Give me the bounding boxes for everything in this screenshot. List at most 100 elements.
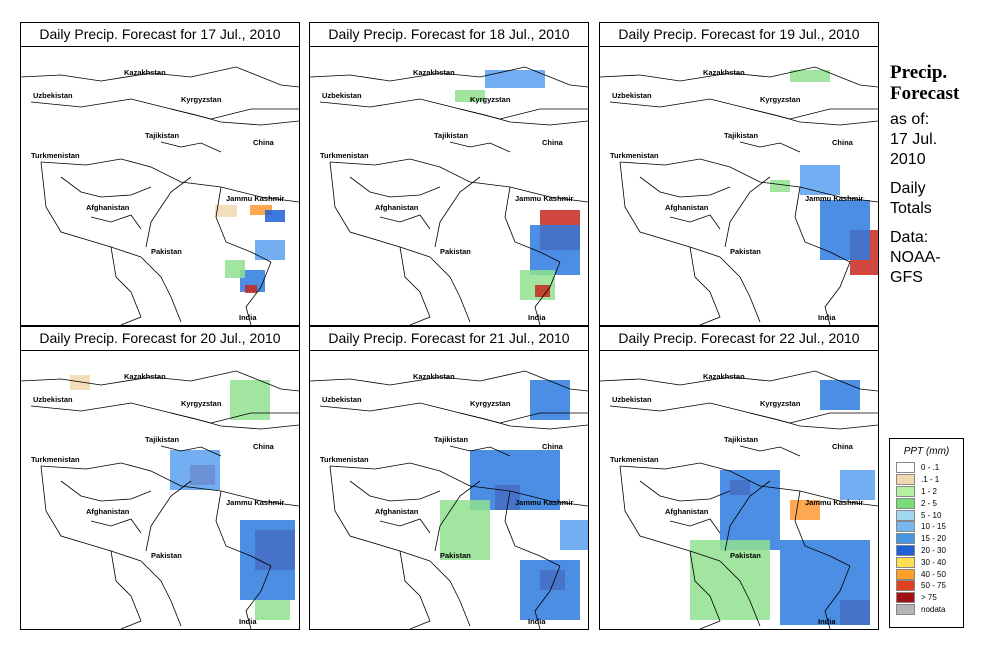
country-label: Turkmenistan	[31, 151, 80, 160]
country-label: China	[832, 138, 854, 147]
border-line	[749, 108, 878, 126]
border-line	[719, 560, 761, 627]
asof-date: 17 Jul.	[890, 131, 938, 148]
country-label: Kazakhstan	[124, 372, 166, 381]
data-source-1: NOAA-	[890, 249, 941, 266]
country-label: China	[832, 442, 854, 451]
border-line	[459, 108, 588, 126]
country-label: Jammu Kashmir	[805, 194, 863, 203]
border-line	[724, 480, 771, 552]
border-line	[60, 176, 152, 198]
country-label: Afghanistan	[86, 507, 130, 516]
forecast-panel: Daily Precip. Forecast for 17 Jul., 2010…	[20, 22, 300, 326]
country-label: Turkmenistan	[320, 455, 369, 464]
country-label: Kazakhstan	[413, 68, 455, 77]
border-line	[824, 261, 851, 325]
country-label: Pakistan	[440, 551, 471, 560]
border-line	[669, 518, 721, 534]
country-label: Kazakhstan	[413, 372, 455, 381]
country-label: India	[239, 313, 257, 322]
border-line	[215, 186, 272, 263]
border-line	[749, 412, 878, 430]
legend-entry: 1 - 2	[896, 485, 963, 498]
border-line	[110, 246, 142, 325]
border-line	[639, 176, 731, 198]
border-line	[40, 161, 142, 258]
country-label: Uzbekistan	[612, 395, 652, 404]
country-label: Afghanistan	[375, 507, 419, 516]
legend-label: > 75	[921, 593, 937, 603]
precip-area	[840, 470, 875, 500]
legend-entry: 40 - 50	[896, 568, 963, 580]
legend-swatch	[896, 556, 915, 568]
border-line	[90, 518, 142, 534]
precip-area	[70, 375, 90, 390]
country-label: Tajikistan	[145, 131, 179, 140]
country-label: Kyrgyzstan	[181, 95, 222, 104]
border-line	[619, 158, 878, 203]
country-label: Kyrgyzstan	[760, 399, 801, 408]
precip-area	[530, 225, 580, 275]
legend-label: 5 - 10	[921, 510, 942, 520]
country-label: China	[542, 138, 564, 147]
country-label: Afghanistan	[665, 203, 709, 212]
border-line	[245, 565, 272, 629]
legend-swatch	[896, 568, 915, 580]
legend-swatch	[896, 497, 915, 509]
precip-area	[790, 70, 830, 82]
border-line	[719, 256, 761, 323]
country-label: India	[818, 617, 836, 626]
precip-area	[170, 450, 220, 490]
totals-label: Totals	[890, 200, 932, 217]
legend-entry: 30 - 40	[896, 556, 963, 568]
precip-area	[560, 520, 588, 550]
border-line	[600, 66, 878, 88]
forecast-panel: Daily Precip. Forecast for 20 Jul., 2010…	[20, 326, 300, 630]
border-line	[534, 565, 561, 629]
precip-area	[215, 205, 237, 217]
legend-entry: 2 - 5	[896, 497, 963, 509]
precip-area	[455, 90, 485, 102]
border-line	[619, 161, 721, 258]
border-line	[379, 214, 431, 230]
border-line	[459, 412, 588, 430]
data-source-2: GFS	[890, 269, 923, 286]
panel-title: Daily Precip. Forecast for 20 Jul., 2010	[21, 327, 299, 351]
precip-area	[255, 240, 285, 260]
border-line	[140, 560, 182, 627]
country-label: Jammu Kashmir	[226, 194, 284, 203]
border-line	[21, 370, 299, 392]
precip-map: Kazakhstan Uzbekistan Kyrgyzstan Tajikistan…	[21, 47, 299, 325]
border-line	[30, 98, 299, 120]
legend-label: 10 - 15	[921, 522, 946, 532]
forecast-panel: Daily Precip. Forecast for 22 Jul., 2010…	[599, 326, 879, 630]
legend-label: 50 - 75	[921, 581, 946, 591]
country-label: India	[818, 313, 836, 322]
country-label: Uzbekistan	[322, 91, 362, 100]
daily-label: Daily	[890, 180, 926, 197]
border-line	[329, 161, 431, 258]
border-line	[434, 176, 481, 248]
border-line	[160, 445, 222, 457]
legend-label: 20 - 30	[921, 545, 946, 555]
country-label: Tajikistan	[724, 435, 758, 444]
border-line	[600, 370, 878, 392]
map-svg: Kazakhstan Uzbekistan Kyrgyzstan Tajikistan…	[21, 66, 299, 325]
border-line	[689, 246, 721, 325]
legend-label: 1 - 2	[921, 486, 938, 496]
border-line	[60, 480, 152, 502]
border-line	[619, 462, 878, 507]
precip-area	[535, 285, 550, 297]
legend-label: 30 - 40	[921, 557, 946, 567]
border-line	[794, 186, 851, 263]
border-line	[739, 141, 801, 153]
border-line	[310, 370, 588, 392]
country-label: China	[542, 442, 564, 451]
border-line	[449, 141, 511, 153]
legend-swatch	[896, 485, 915, 497]
border-line	[21, 66, 299, 88]
legend-swatch	[896, 521, 915, 533]
map-svg: Kazakhstan Uzbekistan Kyrgyzstan Tajikistan…	[310, 66, 588, 325]
country-label: Kyrgyzstan	[181, 399, 222, 408]
